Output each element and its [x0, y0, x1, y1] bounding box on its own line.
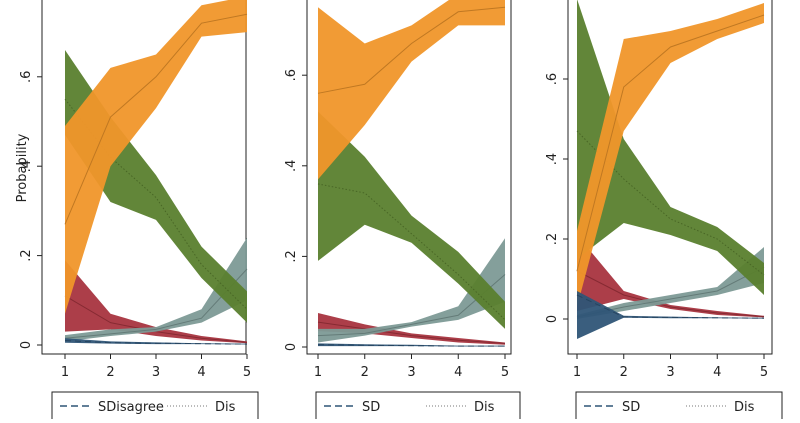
y-tick-label: 0: [19, 341, 34, 349]
x-tick-label: 2: [106, 365, 114, 380]
y-tick-label: .6: [284, 69, 299, 81]
legend-label-1: SDisagree: [98, 400, 164, 415]
chart-panel-2: 1 2 3 4 5 0 .2 .4 .6 SD Dis: [284, 0, 520, 419]
legend-label-2: Dis: [215, 400, 236, 415]
legend-label-1: SD: [622, 400, 640, 415]
legend-label-1: SD: [362, 400, 380, 415]
x-tick-label: 4: [454, 365, 462, 380]
legend-label-2: Dis: [734, 400, 755, 415]
y-tick-label: 0: [545, 315, 560, 323]
x-tick-label: 5: [501, 365, 509, 380]
x-tick-label: 4: [713, 365, 721, 380]
y-tick-label: .2: [545, 233, 560, 245]
x-tick-label: 3: [152, 365, 160, 380]
y-tick-label: .2: [284, 250, 299, 262]
x-tick-label: 3: [666, 365, 674, 380]
legend-label-2: Dis: [474, 400, 495, 415]
x-tick-label: 3: [407, 365, 415, 380]
x-tick-label: 1: [573, 365, 581, 380]
y-axis-title: Probability: [15, 133, 30, 202]
x-tick-label: 5: [760, 365, 768, 380]
x-tick-label: 2: [620, 365, 628, 380]
y-tick-label: .4: [545, 153, 560, 165]
y-tick-label: 0: [284, 343, 299, 351]
y-tick-label: .4: [284, 160, 299, 172]
y-tick-label: .2: [19, 249, 34, 261]
y-tick-label: .6: [545, 73, 560, 85]
x-tick-label: 1: [314, 365, 322, 380]
x-tick-label: 1: [61, 365, 69, 380]
x-tick-label: 2: [361, 365, 369, 380]
chart-panel-3: 1 2 3 4 5 0 .2 .4 .6 SD Dis: [545, 0, 782, 419]
x-tick-label: 4: [197, 365, 205, 380]
x-tick-label: 5: [243, 365, 251, 380]
y-tick-label: .6: [19, 71, 34, 83]
